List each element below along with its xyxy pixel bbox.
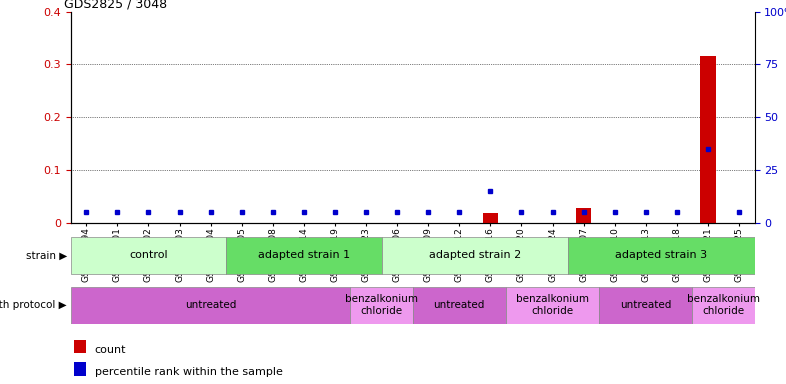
Text: adapted strain 3: adapted strain 3 bbox=[615, 250, 707, 260]
Text: growth protocol ▶: growth protocol ▶ bbox=[0, 300, 67, 310]
Bar bbox=[71, 237, 226, 274]
Text: adapted strain 1: adapted strain 1 bbox=[258, 250, 350, 260]
Bar bbox=[700, 56, 716, 223]
Bar bbox=[74, 362, 86, 376]
Bar bbox=[381, 237, 568, 274]
Bar bbox=[692, 287, 755, 324]
Text: untreated: untreated bbox=[185, 300, 237, 310]
Text: untreated: untreated bbox=[620, 300, 671, 310]
Text: untreated: untreated bbox=[434, 300, 485, 310]
Bar bbox=[506, 287, 599, 324]
Bar bbox=[576, 208, 591, 223]
Bar bbox=[599, 287, 692, 324]
Bar bbox=[74, 340, 86, 353]
Text: percentile rank within the sample: percentile rank within the sample bbox=[94, 367, 282, 377]
Bar bbox=[568, 237, 755, 274]
Text: benzalkonium
chloride: benzalkonium chloride bbox=[345, 295, 418, 316]
Text: control: control bbox=[129, 250, 167, 260]
Text: count: count bbox=[94, 345, 127, 355]
Bar bbox=[413, 287, 506, 324]
Text: GDS2825 / 3048: GDS2825 / 3048 bbox=[64, 0, 167, 10]
Text: adapted strain 2: adapted strain 2 bbox=[428, 250, 521, 260]
Text: benzalkonium
chloride: benzalkonium chloride bbox=[516, 295, 589, 316]
Bar bbox=[226, 237, 381, 274]
Bar bbox=[483, 213, 498, 223]
Text: strain ▶: strain ▶ bbox=[26, 250, 67, 260]
Bar bbox=[71, 287, 351, 324]
Text: benzalkonium
chloride: benzalkonium chloride bbox=[687, 295, 760, 316]
Bar bbox=[351, 287, 413, 324]
